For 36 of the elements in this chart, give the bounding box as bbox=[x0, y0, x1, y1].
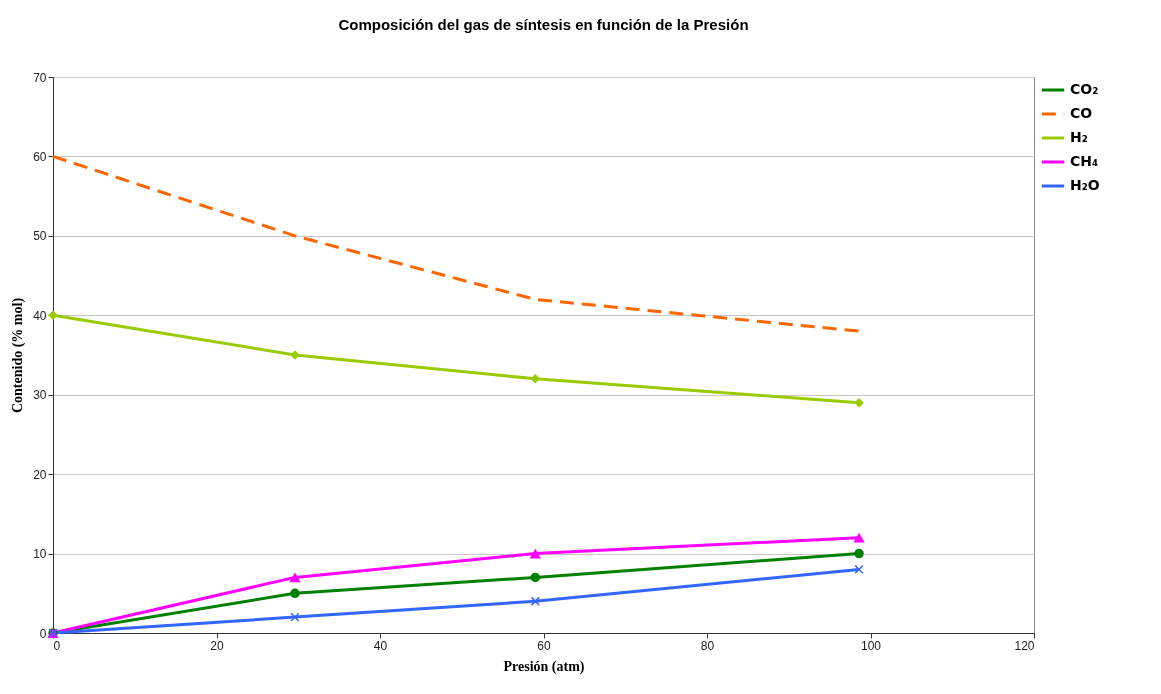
y-tick-label: 20 bbox=[33, 467, 47, 482]
y-tick-label: 0 bbox=[39, 626, 47, 641]
x-tick-label: 100 bbox=[860, 638, 882, 653]
x-tick-label: 80 bbox=[700, 638, 715, 653]
point bbox=[529, 548, 542, 559]
point bbox=[530, 596, 540, 606]
y-tick-label: 50 bbox=[33, 229, 47, 244]
legend-label: CO₂ bbox=[1070, 81, 1099, 97]
point bbox=[530, 374, 541, 384]
point bbox=[290, 588, 300, 599]
point bbox=[854, 564, 864, 575]
legend-label: H₂ bbox=[1070, 129, 1088, 145]
legend-label: CO bbox=[1070, 105, 1093, 121]
x-tick-label: 40 bbox=[373, 638, 388, 653]
x-tick-label: 0 bbox=[53, 638, 61, 653]
line-series bbox=[51, 154, 861, 333]
point bbox=[290, 612, 300, 622]
x-tick-label: 120 bbox=[1014, 638, 1035, 653]
x-tick-label: 20 bbox=[210, 638, 224, 653]
y-tick-label: 30 bbox=[33, 388, 47, 403]
point bbox=[854, 397, 864, 408]
point bbox=[854, 548, 864, 559]
x-tick-label: 60 bbox=[537, 638, 551, 653]
point bbox=[48, 310, 58, 321]
y-tick-label: 60 bbox=[33, 149, 47, 164]
y-axis-title: Contenido (% mol) bbox=[10, 297, 27, 414]
point bbox=[289, 572, 301, 583]
point bbox=[853, 532, 865, 543]
legend-label: CH₄ bbox=[1070, 153, 1099, 169]
point bbox=[530, 572, 541, 583]
x-axis-title: Presión (atm) bbox=[503, 658, 585, 675]
y-tick-label: 40 bbox=[33, 308, 47, 323]
y-tick-label: 10 bbox=[33, 547, 47, 562]
legend-label: H₂O bbox=[1070, 177, 1100, 193]
y-tick-label: 70 bbox=[33, 70, 47, 85]
chart-title: Composición del gas de síntesis en función de la Presión bbox=[338, 16, 749, 33]
